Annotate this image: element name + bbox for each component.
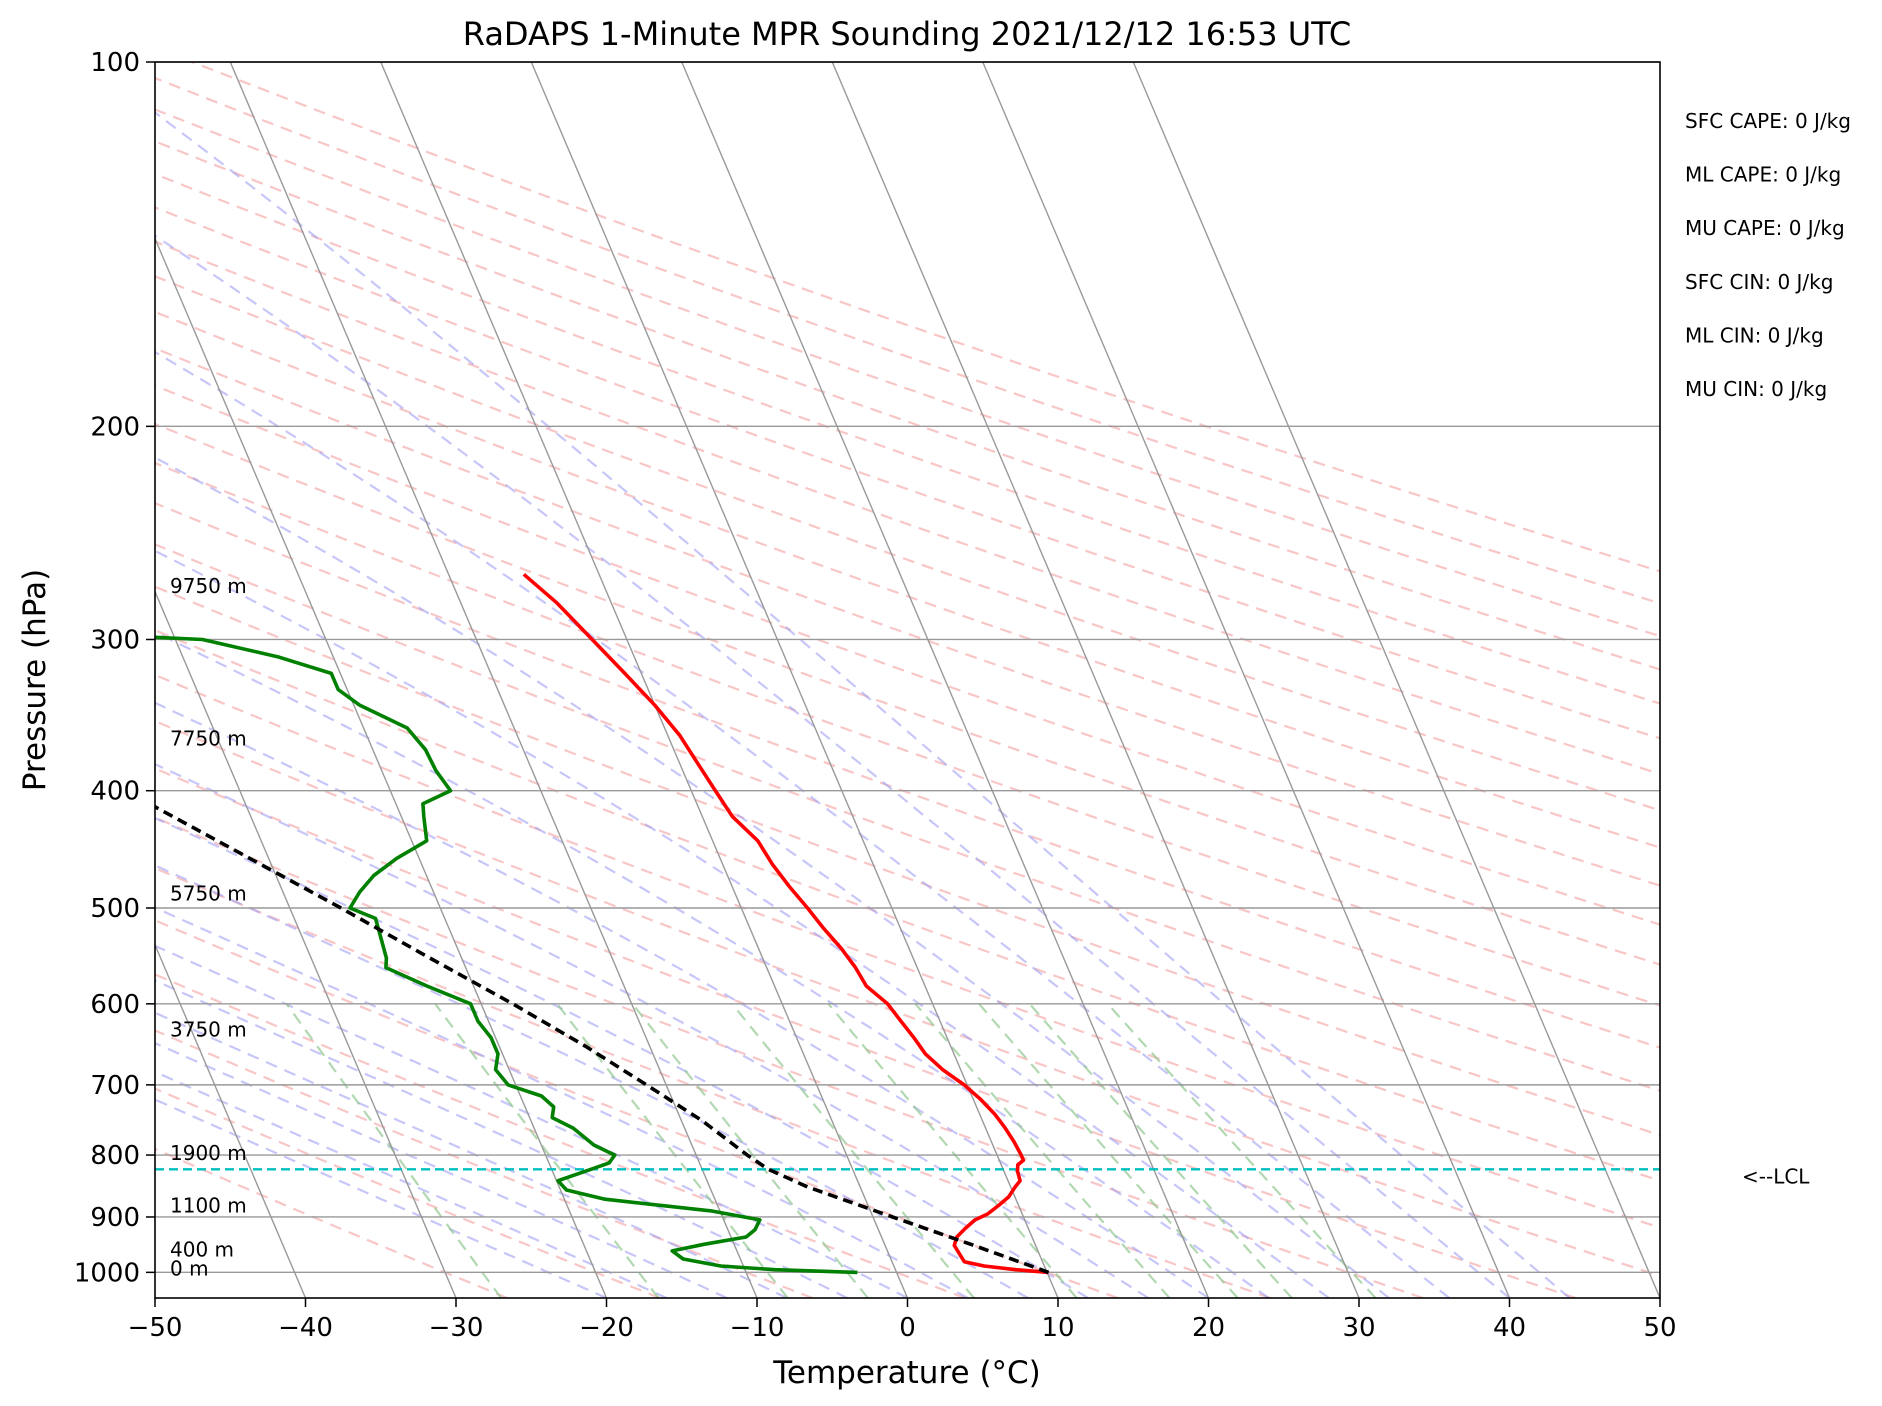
mixing-ratio-line (434, 1003, 660, 1298)
dry-adiabat (155, 347, 1660, 887)
moist-adiabat (155, 864, 1029, 1298)
stat-annotation: SFC CIN: 0 J/kg (1685, 270, 1833, 294)
dry-adiabat (191, 62, 1660, 573)
isotherm (155, 589, 457, 1298)
isotherm (229, 62, 758, 1298)
stats-panel: SFC CAPE: 0 J/kg ML CAPE: 0 J/kg MU CAPE: … (1685, 109, 1851, 401)
isotherm (681, 62, 1210, 1298)
temperature-line (522, 572, 1049, 1275)
mixing-ratio-line (1028, 1003, 1293, 1298)
dry-adiabat (155, 275, 1660, 812)
x-tick-label: 30 (1342, 1313, 1375, 1343)
x-tick-label: −50 (128, 1313, 183, 1343)
moist-adiabat (155, 350, 1450, 1298)
moist-adiabat (155, 906, 969, 1298)
y-tick-label: 200 (90, 412, 140, 442)
x-tick-label: 20 (1192, 1313, 1225, 1343)
height-label: 1100 m (170, 1193, 247, 1217)
height-label: 5750 m (170, 881, 247, 905)
dry-adiabat (155, 816, 1424, 1298)
moist-adiabat (155, 630, 1270, 1298)
mixing-ratio-line (556, 1003, 789, 1298)
x-tick-label: 0 (899, 1313, 916, 1343)
moist-adiabat (155, 111, 1571, 1298)
isotherm (155, 236, 608, 1298)
moist-adiabat (155, 816, 1089, 1298)
mixing-ratio-line (731, 1003, 975, 1298)
y-tick-label: 300 (90, 625, 140, 655)
y-tick-label: 1000 (74, 1258, 140, 1288)
stat-annotation: ML CAPE: 0 J/kg (1685, 163, 1841, 187)
isotherm (982, 62, 1511, 1298)
x-tick-label: −30 (429, 1313, 484, 1343)
height-label: 0 m (170, 1256, 209, 1280)
y-axis: 100 200 300 400 500 600 700 800 900 1000 (74, 48, 155, 1288)
isotherm (155, 943, 307, 1298)
mixing-ratio-line (914, 1003, 1171, 1298)
dry-adiabat (155, 501, 1660, 1049)
x-tick-label: 50 (1643, 1313, 1676, 1343)
mixing-ratio-line (285, 1003, 503, 1298)
moist-adiabat (155, 234, 1511, 1298)
y-tick-label: 700 (90, 1071, 140, 1101)
grid-layer (155, 62, 1660, 1298)
x-axis: −50 −40 −30 −20 −10 0 10 20 30 40 50 (128, 1298, 1677, 1343)
dry-adiabat (155, 422, 1660, 966)
x-tick-label: 10 (1041, 1313, 1074, 1343)
y-tick-label: 500 (90, 894, 140, 924)
mixing-ratio-line (631, 1003, 869, 1298)
y-tick-label: 100 (90, 48, 140, 78)
mixing-ratio-line (827, 1003, 1078, 1298)
moist-adiabat (155, 1011, 788, 1298)
y-tick-label: 600 (90, 990, 140, 1020)
moist-adiabat (155, 762, 1149, 1298)
y-axis-title: Pressure (hPa) (17, 569, 53, 791)
dry-adiabat (155, 206, 1660, 740)
dry-adiabat (155, 461, 1660, 1007)
lcl-label: <--LCL (1742, 1164, 1810, 1188)
stat-annotation: MU CAPE: 0 J/kg (1685, 216, 1845, 240)
series-layer (155, 572, 1050, 1275)
moist-adiabat (155, 1070, 668, 1298)
parcel-line (155, 804, 1050, 1275)
stat-annotation: MU CIN: 0 J/kg (1685, 377, 1827, 401)
height-label: 1900 m (170, 1141, 247, 1165)
height-label: 9750 m (170, 574, 247, 598)
y-tick-label: 800 (90, 1141, 140, 1171)
y-tick-label: 400 (90, 777, 140, 807)
dry-adiabat (155, 108, 1660, 638)
dry-adiabat (155, 673, 1660, 1229)
isotherm (1132, 62, 1660, 1298)
height-label: 400 m (170, 1238, 234, 1262)
stat-annotation: ML CIN: 0 J/kg (1685, 323, 1824, 347)
dry-adiabat (155, 172, 1660, 705)
height-label: 3750 m (170, 1018, 247, 1042)
moist-adiabat (155, 1041, 728, 1298)
dry-adiabat (155, 767, 1577, 1298)
dry-adiabat (155, 719, 1660, 1278)
dry-adiabat (155, 1087, 661, 1298)
moist-adiabat (155, 456, 1390, 1298)
moist-adiabat (155, 549, 1330, 1298)
moist-adiabat (155, 1098, 607, 1298)
stat-annotation: SFC CAPE: 0 J/kg (1685, 109, 1851, 133)
y-tick-label: 900 (90, 1203, 140, 1233)
x-tick-label: −20 (579, 1313, 634, 1343)
isotherm (380, 62, 909, 1298)
chart-title: RaDAPS 1-Minute MPR Sounding 2021/12/12 … (463, 15, 1351, 53)
x-tick-label: −40 (278, 1313, 333, 1343)
mixing-ratio-line (978, 1003, 1239, 1298)
x-tick-label: 40 (1493, 1313, 1526, 1343)
x-tick-label: −10 (730, 1313, 785, 1343)
dry-adiabat (155, 919, 1119, 1298)
isotherm (831, 62, 1360, 1298)
moist-adiabat (155, 944, 909, 1298)
height-label: 7750 m (170, 727, 247, 751)
x-axis-title: Temperature (°C) (772, 1355, 1041, 1391)
dry-adiabat (155, 543, 1660, 1092)
dewpoint-line (155, 635, 858, 1275)
dry-adiabat (155, 1147, 508, 1298)
